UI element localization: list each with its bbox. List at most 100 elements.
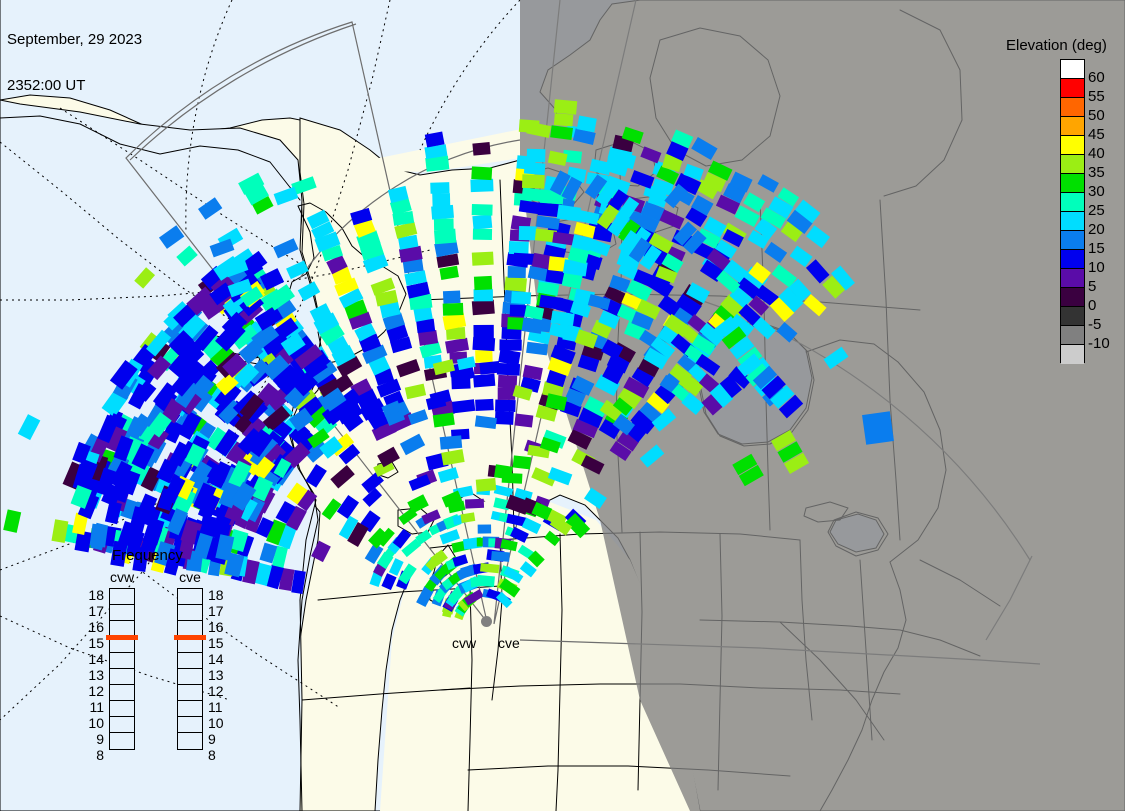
radar-echo-cell [494,411,514,425]
radar-echo-cell [471,299,495,316]
radar-echo-cell [729,286,753,309]
radar-echo-cell [514,413,534,428]
radar-echo-cell [601,339,624,360]
radar-echo-cell [500,538,518,552]
radar-echo-cell [238,172,265,195]
frequency-scale-value: 12 [88,683,104,699]
radar-echo-cell [508,241,529,255]
radar-echo-cell [355,388,379,409]
radar-echo-cell [383,390,404,408]
radar-echo-cell [549,170,571,196]
radar-echo-cell [118,469,141,496]
radar-echo-cell [51,519,69,543]
radar-echo-cell [360,242,385,261]
continent-fill-group [320,6,1125,811]
frequency-scale-value: 17 [88,603,104,619]
radar-echo-cell [445,327,466,340]
radar-echo-cell [415,529,432,545]
radar-echo-cell [682,230,707,255]
radar-echo-cell [193,482,217,512]
radar-echo-cell [475,398,494,412]
radar-echo-cell [757,174,779,193]
radar-echo-cell [389,197,412,216]
fov-cvw-outline [125,21,488,623]
radar-echo-cell [371,420,397,441]
radar-echo-cell [354,322,377,342]
radar-echo-cell [754,284,780,308]
radar-echo-cell [476,574,495,588]
radar-echo-cell [659,209,685,230]
radar-echo-cell [531,467,557,487]
radar-echo-cell [547,150,568,167]
radar-echo-cell [604,285,627,305]
radar-echo-cell [406,281,430,299]
radar-echo-cell [572,418,599,439]
radar-echo-cell [472,214,493,230]
radar-echo-cell [359,397,386,421]
radar-echo-cell [313,312,340,335]
radar-echo-cell [451,364,476,383]
radar-echo-cell [451,399,476,414]
radar-echo-cell [417,329,439,346]
radar-echo-cell [770,430,797,452]
radar-echo-cell [341,410,364,432]
radar-echo-cell [214,381,242,411]
radar-echo-cell [526,341,549,356]
frequency-marker-cvw [106,635,138,640]
radar-echo-cell [618,219,641,245]
radar-echo-cell [178,343,205,370]
radar-echo-cell [675,293,702,318]
frequency-scale-value: 10 [208,715,224,731]
radar-echo-cell [319,436,343,459]
radar-echo-cell [521,317,543,334]
radar-echo-cell [602,364,624,385]
radar-echo-cell [534,228,557,243]
radar-echo-cell [303,355,328,379]
radar-echo-cell [297,489,318,512]
radar-echo-cell [215,534,235,561]
radar-echo-cell [166,508,189,536]
radar-echo-cell [291,570,306,595]
radar-echo-cell [89,523,109,548]
radar-echo-cell [683,163,704,181]
radar-echo-cell [626,278,653,302]
radar-echo-cell [831,265,855,291]
radar-echo-cell [509,304,530,317]
radar-echo-cell [280,332,306,356]
radar-echo-cell [147,427,170,451]
frequency-scale-value: 11 [208,699,223,715]
radar-echo-cell [471,251,494,266]
radar-echo-cell [252,196,274,215]
radar-echo-cell [170,368,198,397]
radar-echo-cell [685,206,708,228]
radar-echo-cell [723,183,746,204]
radar-echo-cell [562,259,588,277]
radar-echo-cell [594,374,621,396]
radar-echo-cell [609,441,632,462]
radar-echo-cell [338,515,359,540]
radar-echo-cell [441,449,465,466]
colorbar-swatch-2 [1061,98,1084,117]
radar-echo-cell [778,287,804,313]
radar-echo-cell [362,344,388,365]
radar-echo-cell [463,589,484,606]
radar-echo-cell [535,215,560,230]
radar-echo-cell [286,260,309,280]
radar-echo-cell [631,311,654,331]
radar-echo-cell [721,326,747,350]
radar-echo-cell [184,443,206,467]
site-label-cvw: cvw [452,635,477,651]
radar-echo-cell [651,178,674,196]
radar-echo-cell [109,359,138,390]
radar-echo-cell [550,344,576,365]
radar-echo-cell [695,179,719,200]
colorbar-tick-30: 30 [1088,183,1105,200]
radar-echo-cell [277,372,301,396]
radar-echo-cell [408,474,431,492]
frequency-scale-value: 8 [96,747,104,763]
colorbar-tick-50: 50 [1088,107,1105,124]
timestamp-date: September, 29 2023 [7,31,143,48]
frequency-cell [178,589,202,605]
radar-echo-cell [424,131,445,148]
